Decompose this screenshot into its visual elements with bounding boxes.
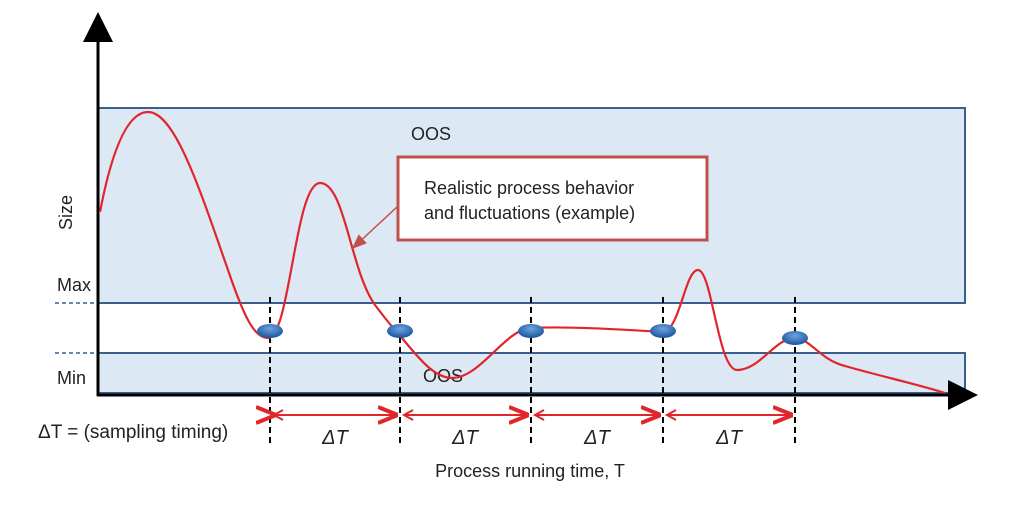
interval-label: ΔT [583,427,611,449]
delta-t-definition: ΔT = (sampling timing) [38,422,228,443]
callout-line-2: and fluctuations (example) [424,203,635,223]
callout-line-1: Realistic process behavior [424,178,634,198]
callout-arrow [351,205,399,250]
max-label: Max [57,275,91,295]
interval-arrow-starts [271,409,677,421]
sample-point [387,324,413,338]
sample-point [650,324,676,338]
interval-label: ΔT [321,427,349,449]
callout-box [396,155,709,242]
interval-label: ΔT [451,427,479,449]
min-label: Min [57,368,86,388]
process-curve [98,110,946,395]
sample-point [518,324,544,338]
oos-upper-label: OOS [411,124,451,144]
sampling-lines [269,297,796,447]
x-axis-label: Process running time, T [435,461,625,481]
sample-point [782,331,808,345]
interval-label: ΔT [715,427,743,449]
sample-points [257,324,808,345]
sample-point [257,324,283,338]
y-axis-label: Size [56,195,76,230]
